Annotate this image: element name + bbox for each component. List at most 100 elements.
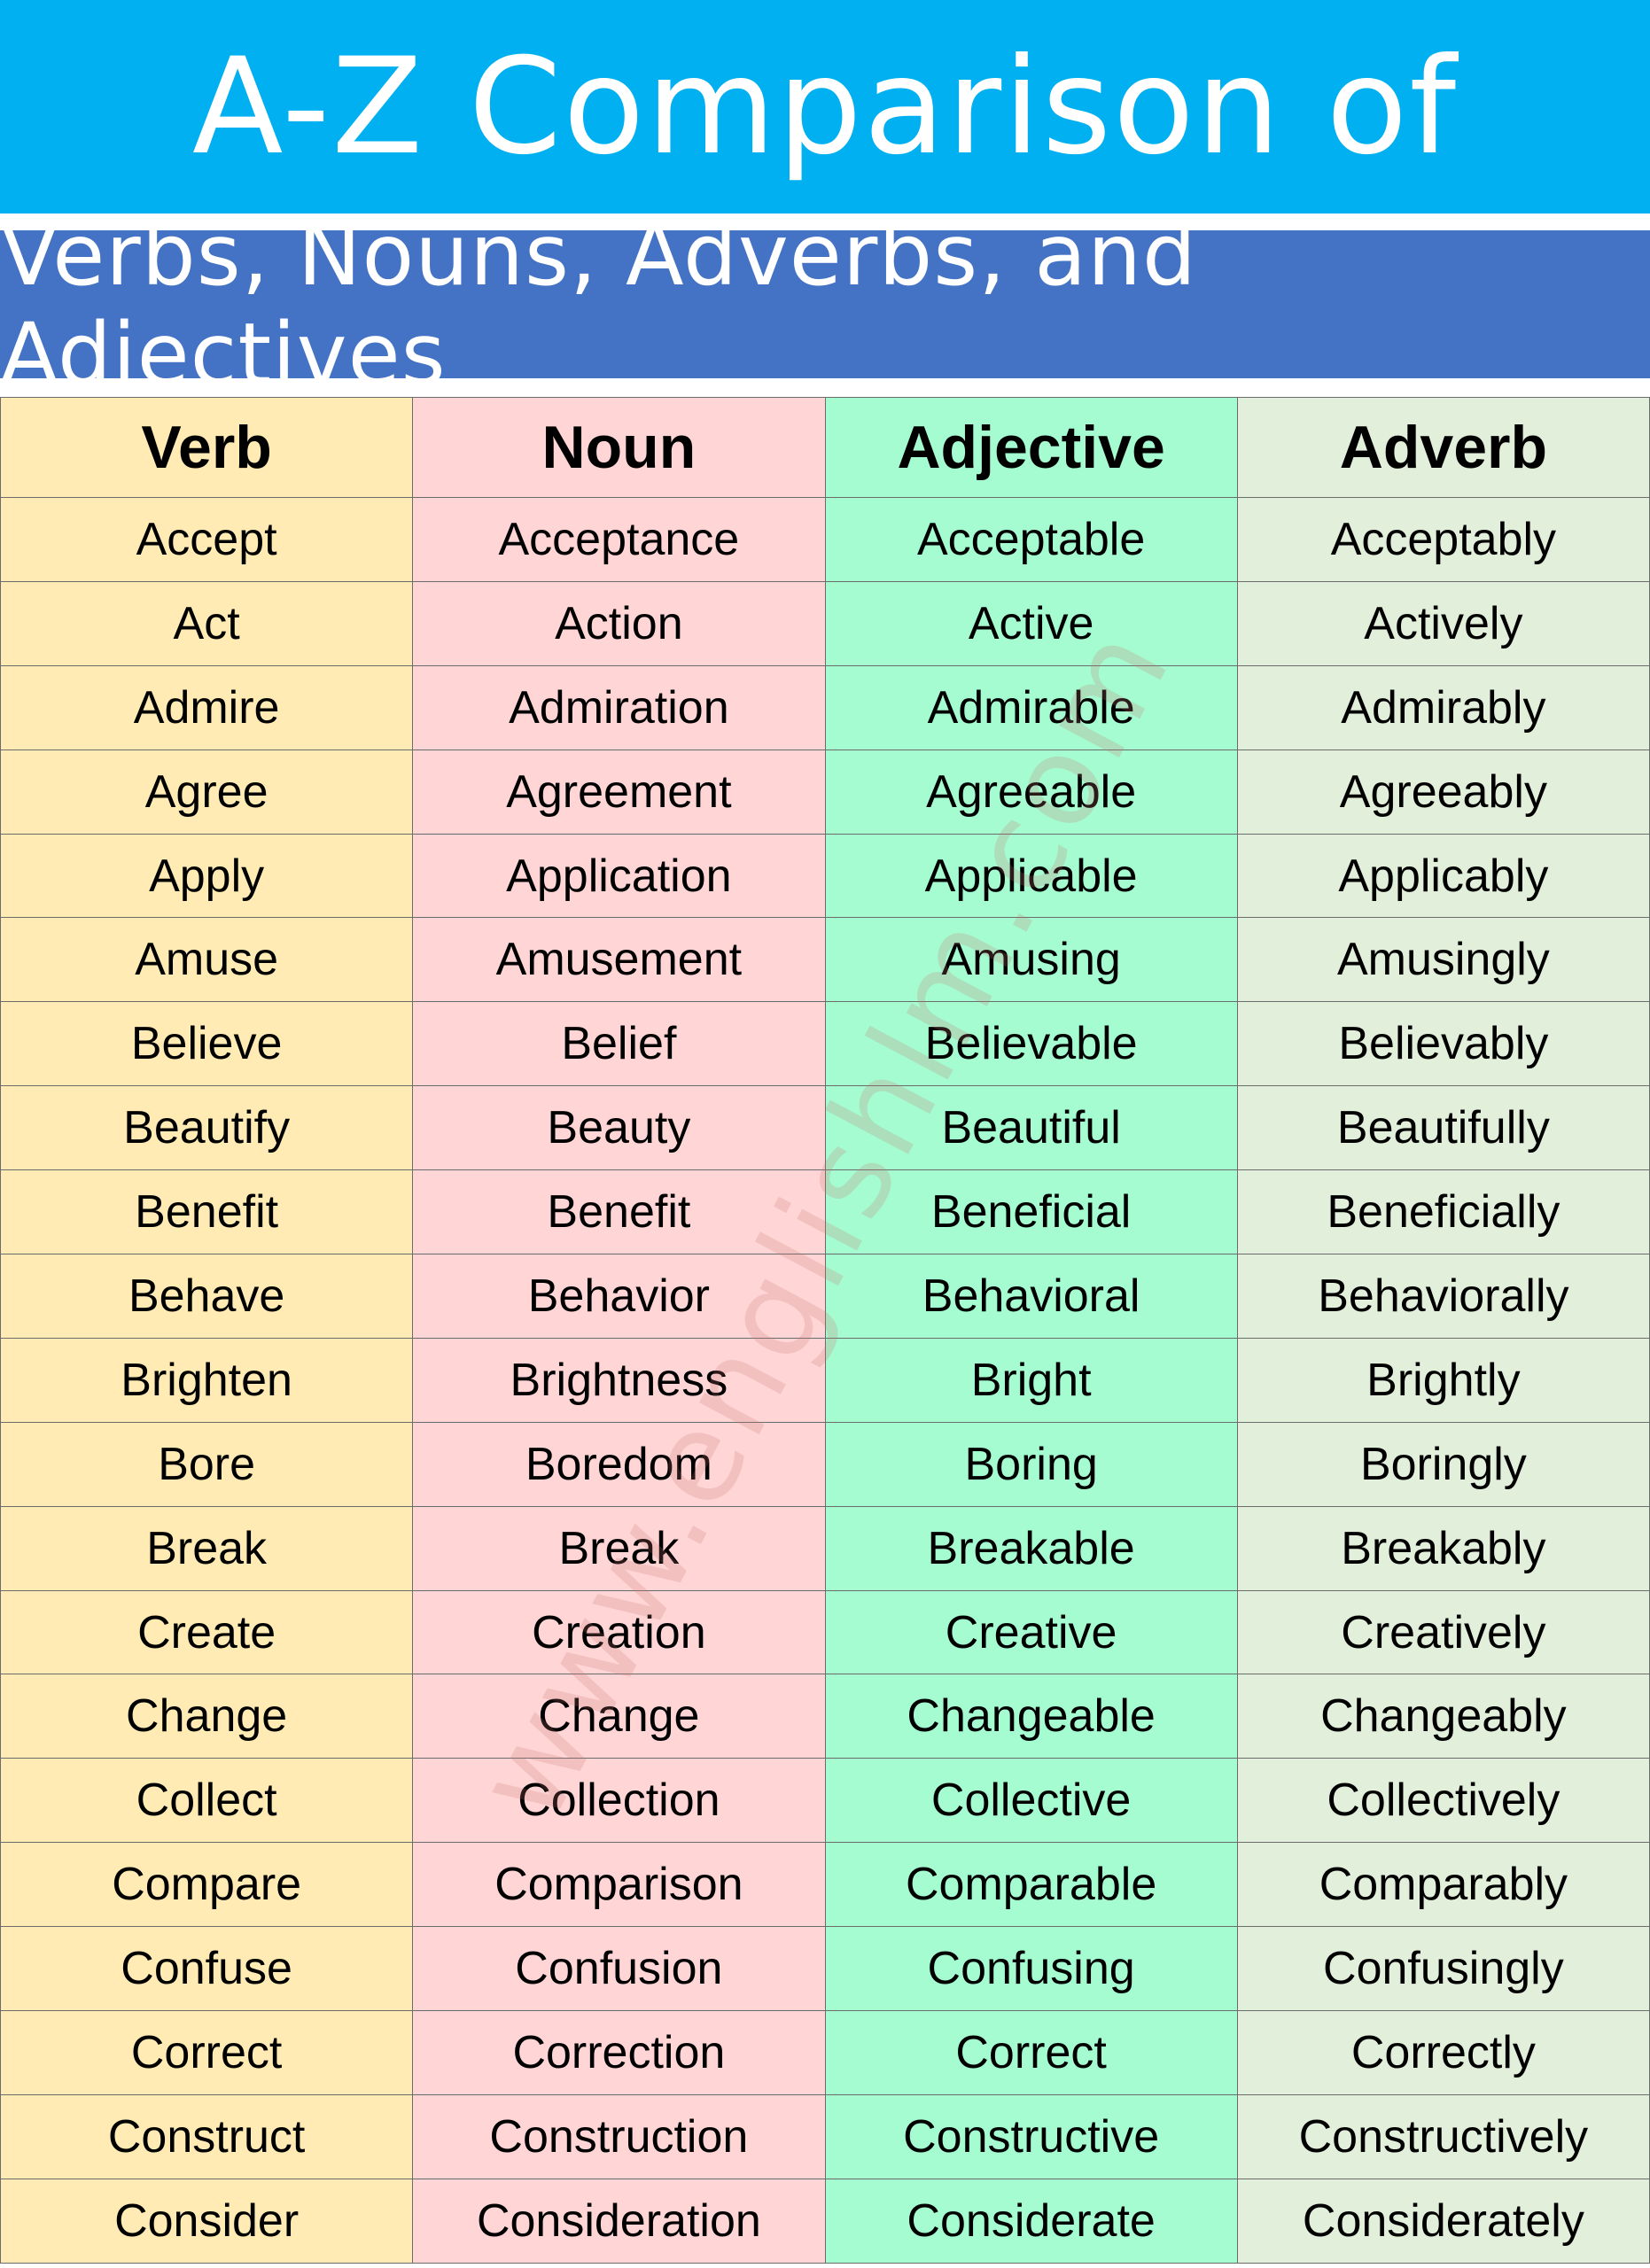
table-row: Construct Construction Constructive Constru… <box>0 2093 1650 2179</box>
adverb-cell: Breakably <box>1236 1505 1650 1591</box>
noun-cell: Collection <box>412 1758 826 1844</box>
adverb-cell: Beneficially <box>1236 1169 1650 1255</box>
table-row: Believe Belief Believable Believably <box>0 1001 1650 1087</box>
noun-cell: Beauty <box>412 1085 826 1171</box>
adjective-cell: Applicable <box>824 833 1238 919</box>
adjective-cell: Collective <box>824 1758 1238 1844</box>
table-row: Benefit Benefit Beneficial Beneficially <box>0 1169 1650 1255</box>
verb-cell: Behave <box>0 1254 414 1339</box>
column-header-adverb: Adverb <box>1236 397 1650 498</box>
adjective-cell: Changeable <box>824 1674 1238 1759</box>
verb-cell: Collect <box>0 1758 414 1844</box>
noun-cell: Boredom <box>412 1421 826 1507</box>
header-row: Verb Noun Adjective Adverb <box>0 397 1650 498</box>
noun-cell: Change <box>412 1674 826 1759</box>
verb-cell: Compare <box>0 1842 414 1928</box>
verb-cell: Beautify <box>0 1085 414 1171</box>
title-banner: A-Z Comparison of <box>0 0 1650 214</box>
noun-cell: Application <box>412 833 826 919</box>
noun-cell: Consideration <box>412 2178 826 2264</box>
adverb-cell: Agreeably <box>1236 749 1650 835</box>
table-row: Amuse Amusement Amusing Amusingly <box>0 917 1650 1003</box>
verb-cell: Create <box>0 1589 414 1675</box>
table-row: Agree Agreement Agreeable Agreeably <box>0 749 1650 835</box>
verb-cell: Break <box>0 1505 414 1591</box>
adverb-cell: Admirably <box>1236 664 1650 750</box>
subtitle-banner: Verbs, Nouns, Adverbs, and Adjectives <box>0 206 1650 404</box>
table-row: Bore Boredom Boring Boringly <box>0 1421 1650 1507</box>
table-row: Act Action Active Actively <box>0 580 1650 666</box>
adverb-cell: Behaviorally <box>1236 1254 1650 1339</box>
adjective-cell: Correct <box>824 2010 1238 2095</box>
adjective-cell: Breakable <box>824 1505 1238 1591</box>
table-row: Beautify Beauty Beautiful Beautifully <box>0 1085 1650 1171</box>
adverb-cell: Applicably <box>1236 833 1650 919</box>
noun-cell: Amusement <box>412 917 826 1003</box>
adjective-cell: Active <box>824 580 1238 666</box>
adjective-cell: Behavioral <box>824 1254 1238 1339</box>
table-row: Create Creation Creative Creatively <box>0 1589 1650 1675</box>
adverb-cell: Amusingly <box>1236 917 1650 1003</box>
table-row: Accept Acceptance Acceptable Acceptably <box>0 497 1650 582</box>
verb-cell: Agree <box>0 749 414 835</box>
noun-cell: Belief <box>412 1001 826 1087</box>
verb-cell: Confuse <box>0 1926 414 2012</box>
noun-cell: Benefit <box>412 1169 826 1255</box>
adjective-cell: Acceptable <box>824 497 1238 582</box>
verb-cell: Apply <box>0 833 414 919</box>
adjective-cell: Beneficial <box>824 1169 1238 1255</box>
page-subtitle: Verbs, Nouns, Adverbs, and Adjectives <box>0 205 1197 404</box>
noun-cell: Break <box>412 1505 826 1591</box>
noun-cell: Brightness <box>412 1337 826 1423</box>
adverb-cell: Comparably <box>1236 1842 1650 1928</box>
verb-cell: Accept <box>0 497 414 582</box>
adverb-cell: Constructively <box>1236 2093 1650 2179</box>
adverb-cell: Acceptably <box>1236 497 1650 582</box>
adjective-cell: Boring <box>824 1421 1238 1507</box>
table-row: Consider Consideration Considerate Consider… <box>0 2178 1650 2264</box>
adverb-cell: Believably <box>1236 1001 1650 1087</box>
noun-cell: Acceptance <box>412 497 826 582</box>
adjective-cell: Amusing <box>824 917 1238 1003</box>
adverb-cell: Creatively <box>1236 1589 1650 1675</box>
comparison-table: Verb Noun Adjective Adverb Accept Accepta… <box>0 397 1650 2264</box>
adjective-cell: Creative <box>824 1589 1238 1675</box>
noun-cell: Correction <box>412 2010 826 2095</box>
adjective-cell: Bright <box>824 1337 1238 1423</box>
column-header-adjective: Adjective <box>824 397 1238 498</box>
adjective-cell: Beautiful <box>824 1085 1238 1171</box>
adverb-cell: Boringly <box>1236 1421 1650 1507</box>
adjective-cell: Constructive <box>824 2093 1238 2179</box>
column-header-verb: Verb <box>0 397 414 498</box>
verb-cell: Brighten <box>0 1337 414 1423</box>
page-title: A-Z Comparison of <box>191 29 1459 184</box>
noun-cell: Creation <box>412 1589 826 1675</box>
adverb-cell: Changeably <box>1236 1674 1650 1759</box>
adjective-cell: Considerate <box>824 2178 1238 2264</box>
verb-cell: Act <box>0 580 414 666</box>
noun-cell: Confusion <box>412 1926 826 2012</box>
table-row: Collect Collection Collective Collectively <box>0 1758 1650 1844</box>
verb-cell: Believe <box>0 1001 414 1087</box>
column-header-noun: Noun <box>412 397 826 498</box>
adverb-cell: Actively <box>1236 580 1650 666</box>
adverb-cell: Collectively <box>1236 1758 1650 1844</box>
table-row: Break Break Breakable Breakably <box>0 1505 1650 1591</box>
noun-cell: Agreement <box>412 749 826 835</box>
adverb-cell: Confusingly <box>1236 1926 1650 2012</box>
verb-cell: Change <box>0 1674 414 1759</box>
adjective-cell: Comparable <box>824 1842 1238 1928</box>
verb-cell: Consider <box>0 2178 414 2264</box>
table-row: Admire Admiration Admirable Admirably <box>0 664 1650 750</box>
table-row: Behave Behavior Behavioral Behaviorally <box>0 1254 1650 1339</box>
adjective-cell: Confusing <box>824 1926 1238 2012</box>
verb-cell: Correct <box>0 2010 414 2095</box>
adjective-cell: Admirable <box>824 664 1238 750</box>
table-row: Brighten Brightness Bright Brightly <box>0 1337 1650 1423</box>
adverb-cell: Considerately <box>1236 2178 1650 2264</box>
verb-cell: Bore <box>0 1421 414 1507</box>
table-row: Confuse Confusion Confusing Confusingly <box>0 1926 1650 2012</box>
noun-cell: Behavior <box>412 1254 826 1339</box>
noun-cell: Construction <box>412 2093 826 2179</box>
verb-cell: Admire <box>0 664 414 750</box>
